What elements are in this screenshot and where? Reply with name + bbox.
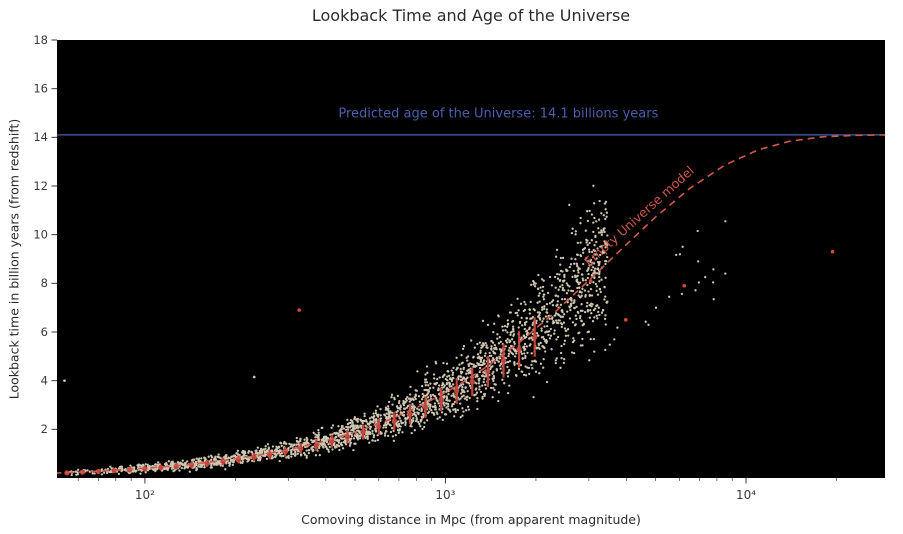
- y-tick-label: 6: [41, 325, 48, 339]
- plot-area: [57, 40, 885, 478]
- chart-title: Lookback Time and Age of the Universe: [311, 6, 631, 25]
- y-tick-label: 18: [33, 33, 48, 47]
- x-axis-label: Comoving distance in Mpc (from apparent …: [301, 512, 641, 527]
- y-tick-label: 4: [41, 373, 48, 387]
- y-tick-label: 14: [33, 130, 48, 144]
- red-outlier-points: [297, 249, 835, 322]
- y-tick-label: 8: [41, 276, 48, 290]
- x-tick-label: 10²: [135, 488, 155, 502]
- y-tick-label: 16: [33, 81, 48, 95]
- y-tick-label: 2: [41, 422, 48, 436]
- axis-ticks: 10² 10³ 10⁴ 2 4 6 8 10 12 14 16 18: [33, 33, 837, 502]
- empty-universe-model-curve: [57, 134, 885, 474]
- x-tick-label: 10⁴: [736, 488, 756, 502]
- y-tick-label: 12: [33, 179, 48, 193]
- x-tick-label: 10³: [435, 488, 455, 502]
- y-axis-label: Lookback time in billion years (from red…: [6, 118, 22, 400]
- galaxy-scatter-points: [63, 184, 727, 477]
- y-tick-label: 10: [33, 227, 48, 241]
